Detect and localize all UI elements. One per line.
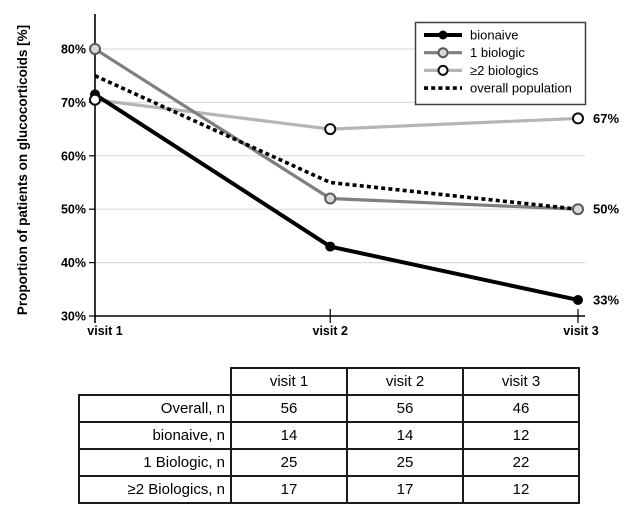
table-cell: 12	[462, 475, 580, 504]
x-axis-label: visit 1	[87, 324, 122, 338]
marker-1-biologic	[89, 43, 101, 55]
y-axis-label: 30%	[61, 310, 86, 324]
table-row: bionaive, n 14 14 12	[78, 421, 580, 450]
marker-bionaive	[573, 294, 583, 305]
y-axis-label: 40%	[61, 256, 86, 270]
marker-bionaive	[325, 241, 336, 252]
y-axis-label: 50%	[61, 203, 86, 217]
marker-1-biologic	[324, 192, 337, 205]
column-header: visit 2	[346, 367, 464, 396]
legend-label: 1 biologic	[470, 45, 525, 60]
y-axis-title: Proportion of patients on glucocorticoid…	[15, 25, 30, 315]
visits-count-table: visit 1 visit 2 visit 3 Overall, n 56 56 46 bio…	[78, 367, 580, 504]
table-cell: 25	[230, 448, 348, 477]
row-label: ≥2 Biologics, n	[78, 475, 232, 504]
series-line-bionaive	[93, 92, 579, 302]
marker-≥2-biologics	[324, 123, 337, 136]
table-row: 1 Biologic, n 25 25 22	[78, 448, 580, 477]
column-header: visit 3	[462, 367, 580, 396]
table-cell: 56	[230, 394, 348, 423]
row-label: 1 Biologic, n	[78, 448, 232, 477]
table-cell: 14	[346, 421, 464, 450]
row-label: Overall, n	[78, 394, 232, 423]
y-axis-label: 70%	[61, 96, 86, 110]
data-label: 67%	[593, 111, 619, 126]
table-corner-cell	[79, 368, 231, 395]
data-label: 50%	[593, 202, 619, 217]
legend-marker	[437, 47, 449, 59]
table-cell: 17	[230, 475, 348, 504]
marker-≥2-biologics	[89, 93, 101, 106]
y-axis-label: 80%	[61, 43, 86, 57]
data-label: 33%	[593, 292, 619, 307]
marker-1-biologic	[572, 203, 584, 216]
glucocorticoids-line-chart: Proportion of patients on glucocorticoid…	[15, 14, 619, 338]
table-cell: 17	[346, 475, 464, 504]
row-label: bionaive, n	[78, 421, 232, 450]
chart-plot-area: 33% 50% 67% visit 1 visit 2 visit 3 30% 40% 50% 6…	[61, 14, 619, 338]
table-cell: 14	[230, 421, 348, 450]
legend-label: overall population	[470, 81, 572, 96]
table-cell: 46	[462, 394, 580, 423]
table-header-row: visit 1 visit 2 visit 3	[79, 367, 580, 396]
table-row: ≥2 Biologics, n 17 17 12	[78, 475, 580, 504]
legend-marker	[437, 64, 449, 76]
table-row: Overall, n 56 56 46	[78, 394, 580, 423]
x-axis-label: visit 2	[313, 324, 348, 338]
legend-label: ≥2 biologics	[470, 63, 539, 78]
x-axis-label: visit 3	[563, 324, 598, 338]
table-cell: 12	[462, 421, 580, 450]
table-cell: 22	[462, 448, 580, 477]
y-axis-label: 60%	[61, 149, 86, 163]
marker-≥2-biologics	[572, 112, 584, 125]
column-header: visit 1	[230, 367, 348, 396]
table-cell: 56	[346, 394, 464, 423]
legend-marker	[438, 30, 448, 40]
legend-label: bionaive	[470, 28, 518, 43]
table-cell: 25	[346, 448, 464, 477]
